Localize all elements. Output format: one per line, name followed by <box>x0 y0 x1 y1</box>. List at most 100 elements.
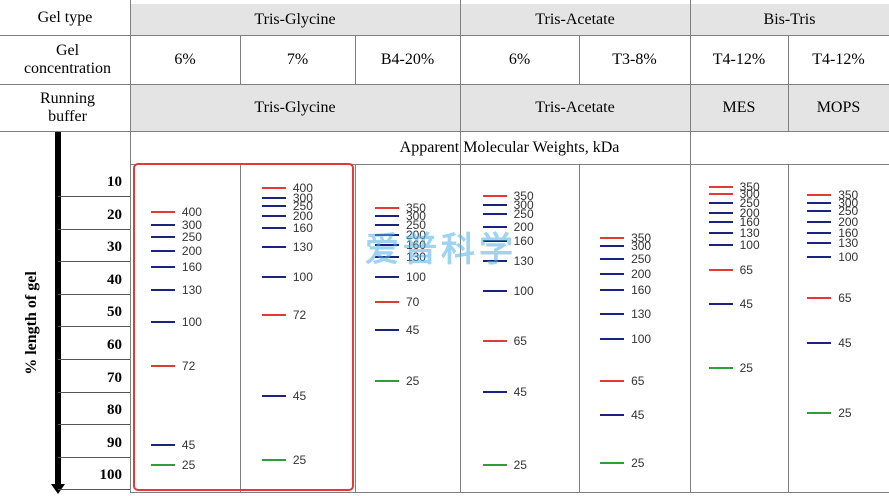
marker-mw-label: 25 <box>181 457 196 472</box>
marker-band <box>600 237 625 240</box>
marker-band <box>150 320 175 323</box>
marker-mw-label: 45 <box>405 322 420 337</box>
marker-mw-label: 72 <box>181 358 196 373</box>
marker-mw-label: 160 <box>513 234 534 249</box>
grid-line <box>690 0 691 493</box>
marker-band <box>482 225 507 228</box>
marker-band <box>150 463 175 466</box>
marker-mw-label: 200 <box>181 244 202 259</box>
marker-band <box>600 258 625 261</box>
marker-band <box>708 269 733 272</box>
marker-mw-label: 70 <box>405 295 420 310</box>
marker-mw-label: 100 <box>405 269 426 284</box>
buffer-tris-acetate: Tris-Acetate <box>460 84 690 131</box>
buffer-tris-glycine: Tris-Glycine <box>130 84 460 131</box>
group-tris-acetate: Tris-Acetate <box>460 4 690 35</box>
grid-line <box>355 35 356 84</box>
marker-mw-label: 350 <box>631 231 652 246</box>
marker-band <box>261 205 286 208</box>
marker-mw-label: 65 <box>631 374 645 389</box>
axis-tick-label: 70 <box>107 369 122 386</box>
axis-tick-line <box>58 261 130 263</box>
marker-band <box>150 250 175 253</box>
marker-band <box>708 211 733 214</box>
marker-band <box>482 339 507 342</box>
marker-mw-label: 45 <box>181 438 196 453</box>
highlight-box <box>133 163 354 491</box>
concentration-lane-1: 6% <box>174 50 196 68</box>
marker-mw-label: 160 <box>181 260 202 275</box>
marker-mw-label: 300 <box>739 187 760 202</box>
grid-line <box>0 84 889 85</box>
marker-mw-label: 100 <box>739 237 760 252</box>
marker-band <box>482 391 507 394</box>
marker-mw-label: 130 <box>631 306 652 321</box>
grid-line <box>788 35 789 131</box>
grid-line <box>0 131 889 132</box>
concentration-lane-3: B4-20% <box>380 50 435 68</box>
marker-mw-label: 200 <box>631 266 652 281</box>
marker-mw-label: 400 <box>181 204 202 219</box>
marker-band <box>482 203 507 206</box>
marker-mw-label: 45 <box>513 385 527 400</box>
marker-band <box>708 243 733 246</box>
grid-line <box>130 0 131 493</box>
marker-mw-label: 100 <box>181 314 202 329</box>
marker-mw-label: 160 <box>631 282 652 297</box>
marker-mw-label: 100 <box>292 269 313 284</box>
marker-mw-label: 25 <box>405 374 420 389</box>
grid-line <box>0 35 889 36</box>
marker-mw-label: 200 <box>405 228 426 242</box>
grid-line <box>240 35 241 84</box>
marker-band <box>600 288 625 291</box>
marker-band <box>708 303 733 306</box>
marker-mw-label: 250 <box>739 195 760 210</box>
axis-tick-line <box>58 228 130 230</box>
marker-band <box>150 235 175 238</box>
marker-band <box>150 288 175 291</box>
marker-mw-label: 350 <box>739 179 760 194</box>
marker-mw-label: 350 <box>838 187 859 202</box>
buffer-mops: MOPS <box>788 84 889 131</box>
marker-mw-label: 300 <box>838 195 859 210</box>
axis-tick-line <box>58 424 130 426</box>
marker-band <box>708 232 733 235</box>
axis-tick-label: 90 <box>107 434 122 451</box>
marker-mw-label: 300 <box>181 218 202 233</box>
marker-band <box>261 458 286 461</box>
marker-mw-label: 250 <box>838 203 859 218</box>
concentration-lane-2: 7% <box>286 50 309 68</box>
marker-mw-label: 130 <box>181 282 202 297</box>
marker-band <box>807 193 832 196</box>
marker-band <box>708 185 733 188</box>
axis-tick-label: 20 <box>107 206 122 223</box>
marker-mw-label: 250 <box>181 229 202 244</box>
marker-mw-label: 45 <box>631 407 645 422</box>
axis-tick-label: 60 <box>107 337 122 353</box>
marker-band <box>150 266 175 269</box>
marker-mw-label: 200 <box>513 219 534 234</box>
marker-mw-label: 45 <box>838 335 852 350</box>
axis-tick-label: 30 <box>107 239 122 256</box>
axis-tick-line <box>58 293 130 295</box>
marker-band <box>261 275 286 278</box>
marker-mw-label: 25 <box>513 457 527 472</box>
marker-mw-label: 200 <box>292 208 313 223</box>
axis-tick-line <box>58 359 130 360</box>
marker-mw-label: 65 <box>513 333 527 348</box>
gel-length-arrow <box>55 132 61 487</box>
marker-mw-label: 300 <box>405 208 426 223</box>
concentration-lane-6: T4-12% <box>712 50 766 68</box>
running-buffer-label: Running buffer <box>39 89 96 125</box>
marker-mw-label: 25 <box>631 455 645 470</box>
axis-tick-label: 50 <box>107 304 122 321</box>
watermark-text: 爱普科学 <box>365 230 517 270</box>
marker-mw-label: 300 <box>631 239 652 254</box>
y-axis-label: % length of gel <box>23 271 40 375</box>
marker-band <box>261 226 286 229</box>
marker-band <box>600 338 625 341</box>
apparent-mw-label: Apparent Molecular Weights, kDa <box>399 138 620 156</box>
marker-band <box>374 234 399 236</box>
marker-band <box>150 210 175 213</box>
